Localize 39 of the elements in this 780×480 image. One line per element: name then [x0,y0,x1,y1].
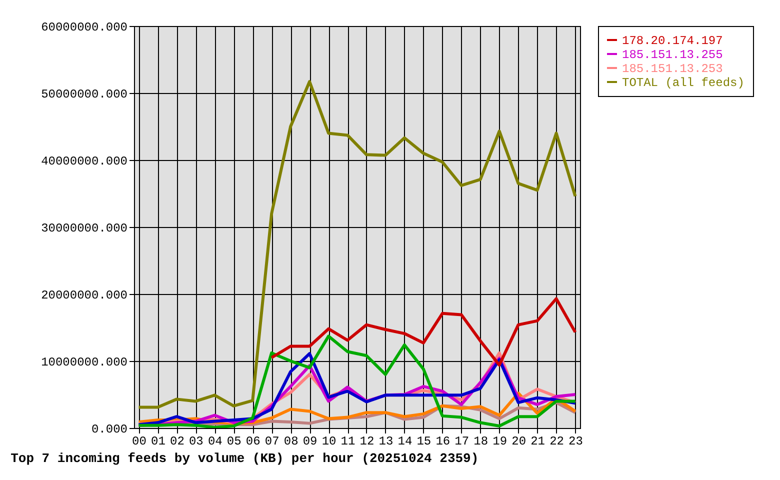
x-tick-label: 17 [454,434,470,448]
legend-label: 178.20.174.197 [622,34,723,48]
line-series [137,334,577,428]
x-tick-label: 08 [284,434,298,448]
x-tick-label: 16 [436,434,450,448]
x-tick-label: 01 [151,434,166,448]
x-tick-label: 06 [246,434,260,448]
legend-label: 185.151.13.253 [622,62,723,76]
y-tick-label: 10000000.000 [41,356,128,370]
line-series [137,80,577,409]
x-tick-label: 18 [474,434,488,448]
y-tick-label: 30000000.000 [41,222,128,236]
line-series [270,297,577,367]
y-tick-label: 0.000 [91,422,128,436]
y-tick-label: 20000000.000 [41,288,128,302]
y-tick-label: 50000000.000 [41,88,128,102]
x-tick-label: 15 [416,434,432,448]
legend-label: 185.151.13.255 [622,48,723,62]
y-tick-label: 40000000.000 [41,154,128,168]
x-tick-label: 21 [530,434,545,448]
y-tick-label: 60000000.000 [41,20,128,34]
x-tick-label: 13 [378,434,394,448]
x-tick-label: 10 [322,434,336,448]
x-tick-label: 03 [188,434,204,448]
text: Top 7 incoming feeds by volume (KB) per hour (20251024 2359) [10,451,479,466]
x-tick-label: 14 [398,434,412,448]
x-tick-label: 20 [512,434,526,448]
x-tick-label: 22 [550,434,564,448]
x-tick-label: 11 [340,434,356,448]
x-tick-label: 19 [492,434,508,448]
x-tick-label: 23 [568,434,583,448]
x-tick-label: 02 [170,434,184,448]
x-tick-label: 04 [208,434,222,448]
legend-label: TOTAL (all feeds) [622,76,744,90]
x-tick-label: 05 [226,434,242,448]
x-tick-label: 09 [302,434,318,448]
x-tick-label: 12 [360,434,374,448]
x-tick-label: 07 [264,434,280,448]
x-tick-label: 00 [132,434,146,448]
